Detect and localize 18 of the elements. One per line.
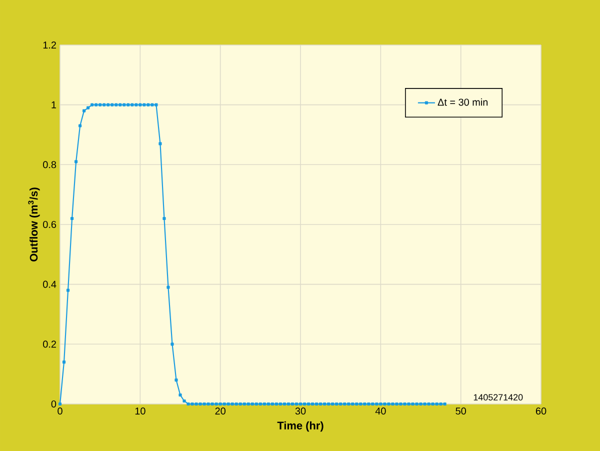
annotation: 1405271420 [474, 394, 523, 400]
x-tick-label: 60 [536, 408, 546, 415]
x-tick-label: 40 [375, 408, 386, 415]
x-tick-label: 20 [215, 408, 226, 415]
x-tick-label: 0 [58, 408, 62, 415]
y-axis-title: Outflow (m$^{3}$/s) [28, 188, 40, 262]
x-tick-label: 50 [456, 408, 466, 415]
y-tick-label: 0.2 [43, 340, 56, 348]
x-tick-label: 10 [135, 408, 146, 415]
y-tick-label: 0.6 [43, 220, 56, 228]
legend-label: Δt = 30 min [438, 98, 488, 106]
y-tick-label: 1.2 [43, 42, 56, 48]
y-tick-label: 0.4 [43, 280, 56, 288]
x-tick-label: 30 [295, 408, 306, 415]
y-tick-label: 0 [51, 400, 56, 408]
y-tick-label: 0.8 [43, 161, 56, 168]
x-axis-title: Time (hr) [277, 421, 324, 432]
y-tick-label: 1 [52, 101, 56, 108]
